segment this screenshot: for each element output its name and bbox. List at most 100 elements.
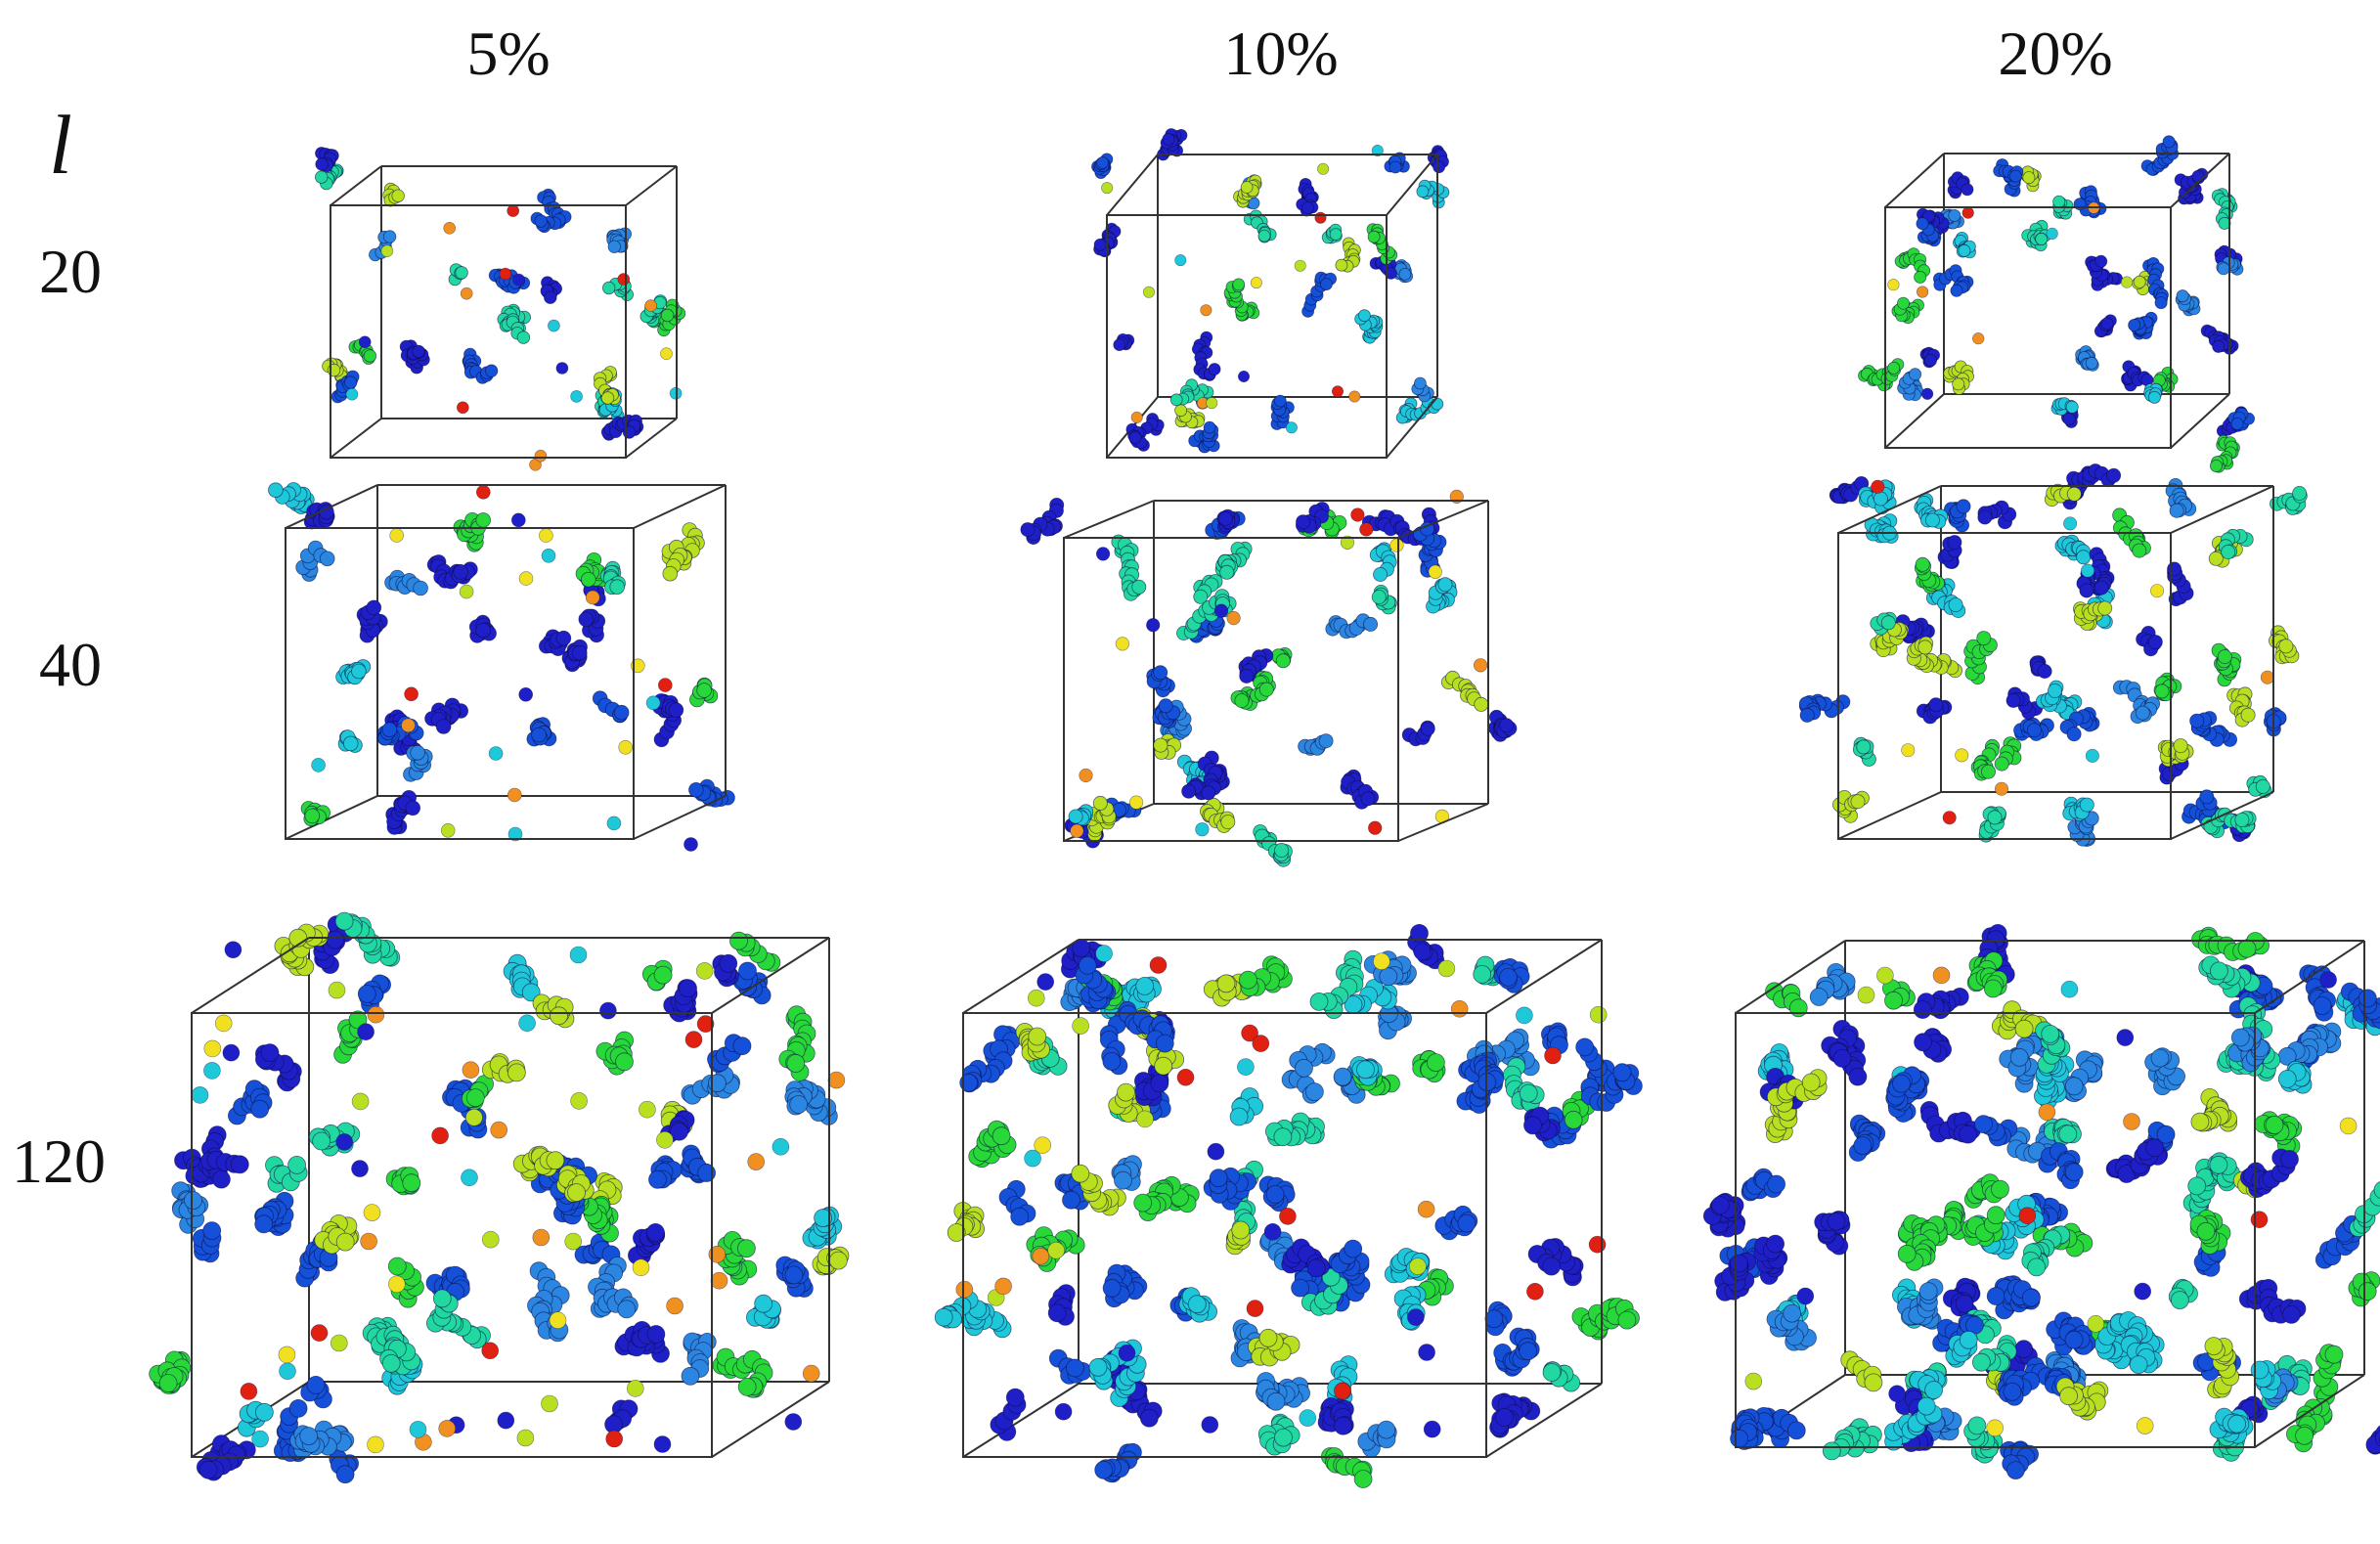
cluster-particle [412, 344, 425, 359]
loose-particle [684, 1031, 703, 1048]
cluster-particle [1388, 160, 1402, 174]
cluster-particle [1377, 1420, 1396, 1439]
cluster-particle [534, 214, 548, 228]
cluster-particle [2255, 778, 2270, 794]
cluster-particle [1158, 698, 1173, 714]
loose-particle [1263, 1223, 1282, 1241]
cluster-particle [2133, 275, 2146, 288]
cube-edge [633, 484, 727, 529]
loose-particle [1115, 637, 1129, 651]
cluster-particle [1216, 974, 1236, 993]
cluster-particle [315, 170, 329, 184]
cluster-particle [1928, 697, 1944, 713]
cluster-particle [1240, 181, 1254, 194]
cluster-particle [1305, 1082, 1324, 1101]
cluster-particle [2147, 390, 2161, 404]
loose-particle [311, 758, 326, 772]
cluster-particle [738, 961, 757, 981]
cluster-particle [1786, 1421, 1806, 1440]
loose-particle [497, 1411, 515, 1430]
cluster-particle [1952, 377, 1965, 391]
cluster-particle [1335, 258, 1348, 272]
cluster-particle [2199, 789, 2215, 805]
cluster-particle [1274, 1428, 1293, 1447]
cluster-particle [1273, 394, 1287, 408]
loose-particle [1423, 1420, 1441, 1438]
cluster-particle [1398, 267, 1412, 281]
loose-particle [1516, 1006, 1533, 1025]
cluster-particle [1385, 266, 1397, 280]
cluster-particle [1353, 1470, 1373, 1488]
cluster-particle [184, 1191, 202, 1210]
cluster-particle [402, 1173, 421, 1193]
loose-particle [2081, 563, 2095, 578]
cluster-particle [475, 622, 492, 639]
loose-particle [994, 1277, 1012, 1296]
cluster-particle [546, 1151, 565, 1170]
cluster-particle [2076, 550, 2092, 565]
cluster-particle [1273, 1127, 1293, 1147]
loose-particle [570, 390, 583, 403]
row-axis-symbol: l [49, 98, 72, 192]
loose-particle [443, 222, 457, 235]
cluster-particle [1484, 1309, 1504, 1329]
cube-edge [1386, 396, 1438, 459]
cluster-particle [1356, 1060, 1375, 1080]
cluster-particle [696, 683, 712, 698]
loose-particle [1334, 1382, 1351, 1400]
cluster-particle [1066, 1358, 1084, 1378]
cluster-particle [1229, 1107, 1249, 1126]
cluster-particle [1542, 1363, 1562, 1382]
cluster-particle [1318, 733, 1334, 749]
cluster-particle [475, 512, 492, 528]
cluster-particle [544, 290, 557, 304]
loose-particle [1226, 610, 1241, 626]
cluster-particle [1169, 393, 1183, 407]
loose-particle [1371, 145, 1384, 157]
cluster-particle [1897, 296, 1911, 310]
cluster-particle [2169, 503, 2184, 518]
cluster-particle [381, 722, 398, 737]
loose-particle [351, 1092, 370, 1111]
loose-particle [1250, 277, 1262, 289]
cluster-particle [829, 1251, 848, 1270]
loose-particle [279, 1362, 296, 1381]
loose-particle [555, 362, 569, 375]
loose-particle [1237, 1058, 1255, 1076]
cluster-particle [934, 1307, 953, 1327]
cluster-particle [1062, 1190, 1080, 1210]
column-header-20pct: 20% [1998, 19, 2113, 88]
cluster-particle [732, 1037, 752, 1056]
loose-particle [1955, 748, 1969, 763]
cluster-particle [211, 1169, 231, 1189]
cluster-particle [1102, 1278, 1122, 1298]
loose-particle [499, 267, 512, 281]
cluster-particle [335, 1465, 355, 1484]
cube-edge [711, 1381, 830, 1458]
loose-particle [1972, 332, 1985, 345]
cube-edge [1397, 803, 1489, 842]
cluster-particle [1948, 597, 1963, 613]
cluster-particle [662, 565, 679, 582]
cluster-particle [2066, 486, 2082, 502]
cluster-particle [202, 1221, 222, 1240]
cluster-particle [567, 1183, 586, 1202]
loose-particle [512, 273, 525, 287]
loose-particle [367, 1435, 384, 1454]
loose-particle [516, 1429, 535, 1447]
cube-panel [1020, 489, 1518, 867]
loose-particle [1201, 1416, 1219, 1434]
cluster-particle [1564, 1110, 1583, 1129]
cluster-particle [2240, 707, 2256, 723]
loose-particle [2046, 227, 2058, 240]
cluster-particle [387, 1257, 407, 1276]
cluster-particle [1523, 1116, 1542, 1135]
loose-particle [1047, 1242, 1065, 1259]
cluster-particle [2047, 684, 2062, 699]
loose-particle [387, 1275, 406, 1294]
loose-particle [1032, 1247, 1050, 1265]
cluster-particle [784, 1265, 804, 1285]
loose-particle [310, 1324, 329, 1342]
cube-edge [1884, 393, 1945, 449]
